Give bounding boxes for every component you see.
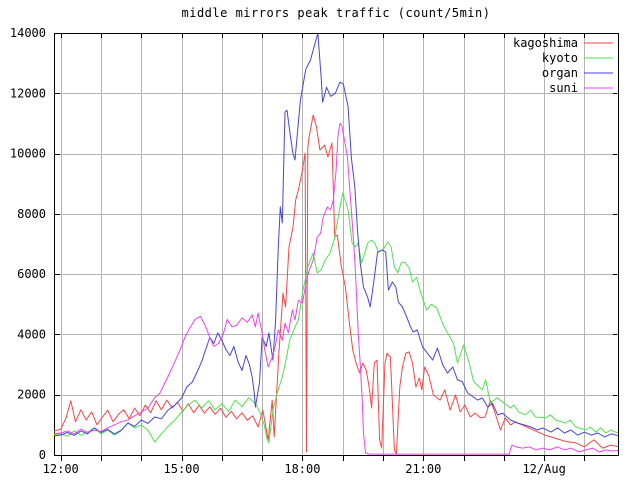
legend-label-suni: suni (549, 81, 578, 95)
x-axis-label: 12/Aug (522, 462, 565, 476)
series-line-organ (53, 32, 619, 438)
plot-border-rect (54, 33, 619, 456)
x-axis-labels: 12:00 15:00 18:00 21:00 12/Aug (43, 462, 566, 476)
y-axis-label: 12000 (10, 86, 46, 100)
series-line-suni (53, 122, 619, 455)
y-axis-labels: 0 2000 4000 6000 8000 10000 12000 14000 (10, 26, 46, 462)
gridlines (54, 33, 618, 455)
axis-ticks (55, 33, 617, 461)
legend-label-kyoto: kyoto (542, 51, 578, 65)
y-axis-label: 2000 (17, 388, 46, 402)
legend-label-kagoshima: kagoshima (513, 36, 578, 50)
series-lines (53, 32, 619, 455)
chart-title: middle mirrors peak traffic (count/5min) (181, 6, 491, 20)
x-axis-label: 12:00 (43, 462, 79, 476)
y-axis-label: 10000 (10, 147, 46, 161)
series-line-kagoshima (53, 114, 619, 455)
y-axis-label: 6000 (17, 267, 46, 281)
plot-border (54, 33, 619, 456)
y-axis-label: 4000 (17, 327, 46, 341)
y-axis-label: 0 (39, 448, 46, 462)
y-axis-label: 8000 (17, 207, 46, 221)
x-axis-label: 15:00 (164, 462, 200, 476)
series-line-kyoto (53, 192, 619, 444)
x-axis-label: 21:00 (405, 462, 441, 476)
x-axis-label: 18:00 (284, 462, 320, 476)
legend-label-organ: organ (542, 66, 578, 80)
y-axis-label: 14000 (10, 26, 46, 40)
